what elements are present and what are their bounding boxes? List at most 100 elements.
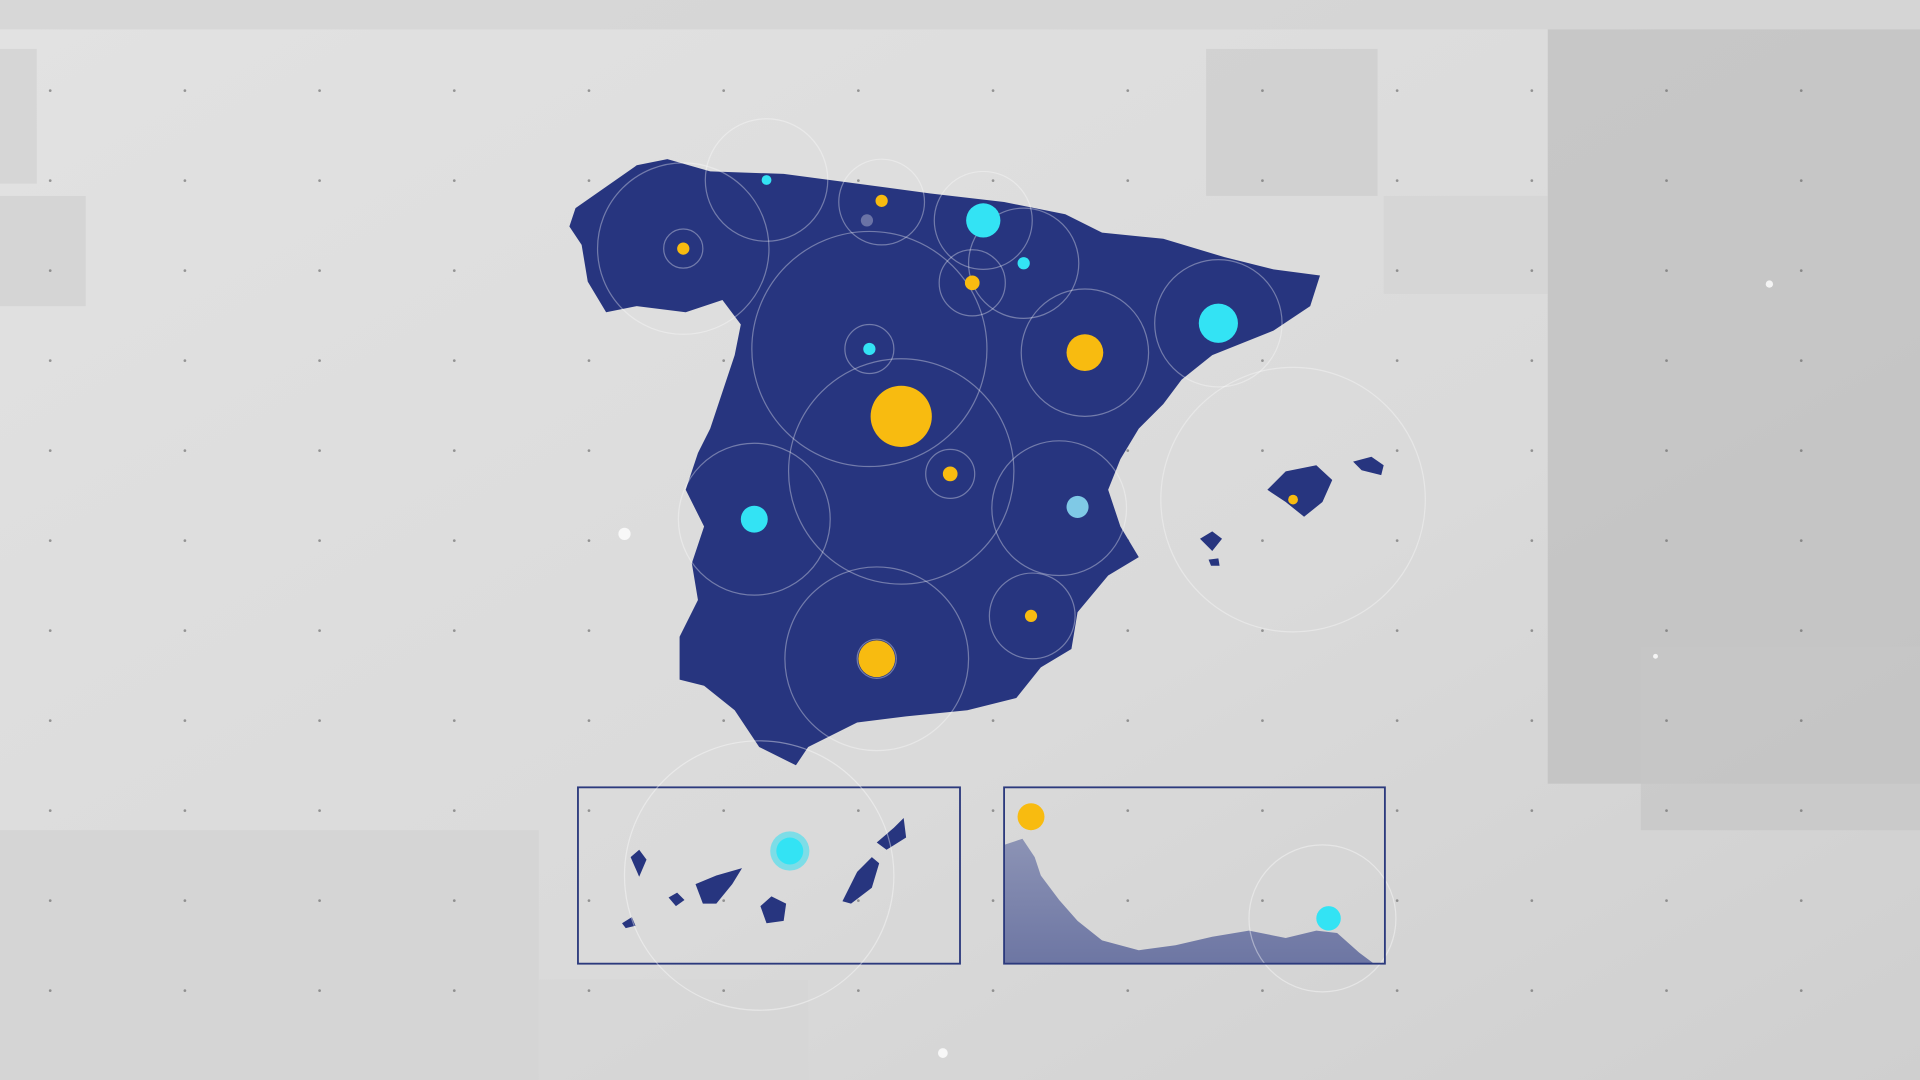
formentera bbox=[1208, 558, 1220, 566]
grid-dot bbox=[1530, 89, 1534, 92]
grid-dot bbox=[1665, 899, 1668, 902]
grid-dot bbox=[318, 539, 321, 542]
grid-dot bbox=[1261, 89, 1264, 92]
grid-dot bbox=[183, 359, 187, 362]
grid-dot bbox=[48, 989, 52, 992]
panel bbox=[538, 979, 809, 1080]
island bbox=[842, 857, 880, 904]
grid-dot bbox=[587, 89, 591, 92]
grid-dot bbox=[48, 629, 52, 632]
ring bbox=[856, 638, 897, 679]
menorca bbox=[1353, 456, 1384, 476]
grid-dot bbox=[1530, 359, 1534, 362]
grid-dot bbox=[1530, 899, 1534, 902]
sparkle bbox=[1653, 653, 1658, 659]
grid-dot bbox=[1395, 449, 1399, 452]
grid-dot bbox=[318, 719, 321, 722]
grid-dot bbox=[1530, 719, 1534, 722]
grid-dot bbox=[722, 989, 726, 992]
grid-dot bbox=[587, 809, 591, 812]
dot bbox=[966, 203, 1001, 238]
ring bbox=[991, 440, 1128, 577]
island bbox=[760, 896, 787, 924]
grid-dot bbox=[452, 899, 456, 902]
panel bbox=[0, 48, 37, 184]
grid-dot bbox=[1395, 989, 1399, 992]
panel bbox=[1206, 48, 1378, 196]
grid-dot bbox=[1665, 809, 1668, 812]
island bbox=[695, 868, 743, 904]
grid-dot bbox=[1665, 629, 1668, 632]
dot bbox=[942, 466, 958, 482]
grid-dot bbox=[1126, 179, 1130, 182]
grid-dot bbox=[183, 269, 187, 272]
grid-dot bbox=[452, 809, 456, 812]
grid-dot bbox=[587, 359, 591, 362]
grid-dot bbox=[1126, 629, 1130, 632]
mallorca bbox=[1267, 465, 1333, 517]
grid-dot bbox=[48, 179, 52, 182]
ring bbox=[1020, 288, 1150, 417]
sparkle bbox=[1765, 280, 1774, 288]
grid-dot bbox=[722, 719, 726, 722]
grid-dot bbox=[183, 179, 187, 182]
grid-dot bbox=[1126, 719, 1130, 722]
grid-dot bbox=[318, 359, 321, 362]
dot bbox=[1316, 906, 1341, 931]
ring bbox=[933, 170, 1033, 270]
grid-dot bbox=[1530, 809, 1534, 812]
grid-dot bbox=[587, 719, 591, 722]
grid-dot bbox=[1665, 89, 1668, 92]
grid-dot bbox=[48, 269, 52, 272]
grid-dot bbox=[183, 719, 187, 722]
grid-dot bbox=[991, 809, 995, 812]
grid-dot bbox=[1126, 449, 1130, 452]
grid-dot bbox=[1261, 359, 1264, 362]
dot bbox=[863, 342, 876, 356]
grid-dot bbox=[1395, 539, 1399, 542]
grid-dot bbox=[1395, 359, 1399, 362]
grid-dot bbox=[587, 899, 591, 902]
grid-dot bbox=[991, 989, 995, 992]
grid-dot bbox=[1665, 989, 1668, 992]
grid-dot bbox=[1261, 899, 1264, 902]
grid-dot bbox=[1799, 89, 1803, 92]
grid-dot bbox=[587, 989, 591, 992]
ring bbox=[838, 158, 926, 246]
ring bbox=[751, 230, 988, 468]
ring bbox=[787, 358, 1015, 585]
ring bbox=[1248, 844, 1397, 993]
grid-dot bbox=[183, 629, 187, 632]
dot bbox=[1024, 609, 1038, 623]
grid-dot bbox=[183, 539, 187, 542]
grid-dot bbox=[991, 719, 995, 722]
grid-dot bbox=[991, 89, 995, 92]
grid-dot bbox=[318, 449, 321, 452]
grid-dot bbox=[1261, 989, 1264, 992]
grid-dot bbox=[48, 89, 52, 92]
grid-dot bbox=[722, 359, 726, 362]
location-dots bbox=[618, 175, 1774, 1058]
dot bbox=[677, 242, 690, 255]
dot bbox=[1017, 257, 1030, 270]
dot bbox=[964, 275, 980, 291]
grid-dot bbox=[857, 899, 860, 902]
panel bbox=[0, 830, 539, 1080]
grid-dot bbox=[48, 899, 52, 902]
ring bbox=[784, 566, 970, 752]
ring bbox=[596, 162, 770, 335]
inset-frame bbox=[1003, 786, 1386, 965]
grid-dot bbox=[1261, 539, 1264, 542]
grid-dot bbox=[452, 269, 456, 272]
inset-frame bbox=[577, 786, 961, 965]
grid-dot bbox=[991, 899, 995, 902]
ring bbox=[988, 572, 1076, 660]
ring bbox=[925, 448, 976, 499]
grid-dot bbox=[318, 89, 321, 92]
canary-inset bbox=[577, 740, 961, 1011]
grid-dot bbox=[1530, 269, 1534, 272]
panel bbox=[0, 0, 1920, 30]
grid-dot bbox=[857, 89, 860, 92]
